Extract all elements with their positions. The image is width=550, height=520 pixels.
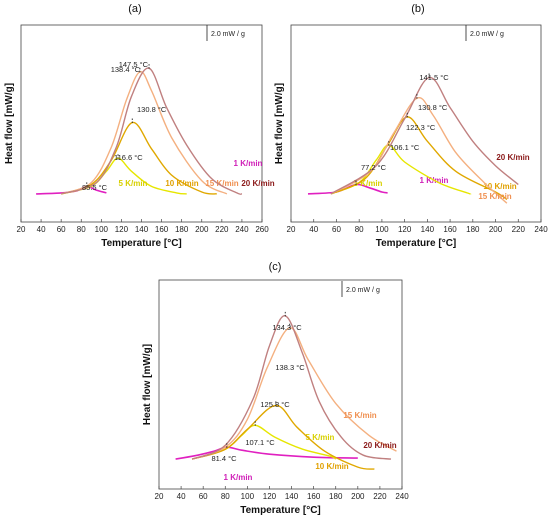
x-tick-label: 40 bbox=[177, 492, 186, 501]
series-rate-label: 10 K/min bbox=[483, 182, 516, 191]
x-tick-label: 160 bbox=[443, 225, 457, 234]
x-tick-label: 100 bbox=[241, 492, 255, 501]
panel-label: (c) bbox=[269, 261, 282, 273]
x-tick-label: 80 bbox=[77, 225, 86, 234]
x-tick-label: 40 bbox=[37, 225, 46, 234]
series-line bbox=[60, 67, 243, 195]
y-axis-label: Heat flow [mW/g] bbox=[142, 344, 153, 425]
series-rate-label: 15 K/min bbox=[343, 411, 376, 420]
series-rate-label: 15 K/min bbox=[478, 192, 511, 201]
peak-temperature-label: 77.2 °C bbox=[361, 163, 387, 172]
series-line bbox=[330, 76, 519, 195]
plot-frame bbox=[290, 24, 542, 223]
series-line bbox=[191, 404, 375, 470]
peak-temperature-label: 81.4 °C bbox=[211, 454, 237, 463]
peak-temperature-label: 106.1 °C bbox=[390, 143, 420, 152]
peak-temperature-label: 134.3 °C bbox=[272, 323, 302, 332]
x-tick-label: 100 bbox=[95, 225, 109, 234]
series-rate-label: 5 K/min bbox=[354, 179, 383, 188]
x-tick-label: 180 bbox=[329, 492, 343, 501]
x-tick-label: 60 bbox=[199, 492, 208, 501]
x-tick-label: 20 bbox=[287, 225, 296, 234]
chart-panel-3: (c) 20 40 60 80 100 120 140 160 180 200 220 240 Tempe… bbox=[142, 261, 409, 516]
x-axis-label: Temperature [°C] bbox=[376, 238, 457, 249]
x-tick-label: 220 bbox=[512, 225, 526, 234]
x-tick-label: 80 bbox=[355, 225, 364, 234]
peak-temperature-label: 138.4 °C bbox=[111, 65, 141, 74]
series-line bbox=[191, 315, 392, 460]
series-rate-label: 20 K/min bbox=[363, 441, 396, 450]
series-line bbox=[60, 71, 228, 195]
x-tick-label: 180 bbox=[175, 225, 189, 234]
x-tick-label: 160 bbox=[307, 492, 321, 501]
panel-label: (a) bbox=[128, 3, 141, 15]
plot-frame bbox=[158, 279, 403, 490]
x-tick-label: 60 bbox=[57, 225, 66, 234]
series-rate-label: 15 K/min bbox=[205, 179, 238, 188]
panel-label: (b) bbox=[411, 3, 424, 15]
series-rate-label: 20 K/min bbox=[241, 179, 274, 188]
peak-temperature-label: 122.3 °C bbox=[406, 123, 436, 132]
x-tick-label: 200 bbox=[351, 492, 365, 501]
x-tick-label: 140 bbox=[135, 225, 149, 234]
x-tick-label: 120 bbox=[398, 225, 412, 234]
x-tick-label: 120 bbox=[115, 225, 129, 234]
series-line bbox=[175, 446, 358, 460]
series-rate-label: 1 K/min bbox=[224, 473, 253, 482]
scale-bar-label: 2.0 mW / g bbox=[470, 31, 504, 38]
x-tick-label: 100 bbox=[375, 225, 389, 234]
x-tick-label: 200 bbox=[489, 225, 503, 234]
peak-temperature-label: 130.8 °C bbox=[418, 103, 448, 112]
peak-temperature-label: 138.3 °C bbox=[275, 363, 305, 372]
series-rate-label: 10 K/min bbox=[315, 462, 348, 471]
chart-panel-2: (b) 20 40 60 80 100 120 140 160 180 200 220 240 Tempe… bbox=[274, 3, 548, 249]
peak-temperature-label: 116.6 °C bbox=[114, 153, 143, 162]
x-tick-label: 240 bbox=[534, 225, 548, 234]
x-tick-label: 120 bbox=[263, 492, 277, 501]
x-tick-label: 240 bbox=[235, 225, 249, 234]
x-tick-label: 260 bbox=[255, 225, 269, 234]
series-line bbox=[60, 121, 217, 195]
y-axis-label: Heat flow [mW/g] bbox=[4, 83, 15, 164]
x-tick-label: 80 bbox=[221, 492, 230, 501]
x-tick-label: 200 bbox=[195, 225, 209, 234]
x-tick-label: 140 bbox=[421, 225, 435, 234]
x-tick-label: 60 bbox=[332, 225, 341, 234]
series-rate-label: 5 K/min bbox=[119, 179, 148, 188]
x-tick-label: 180 bbox=[466, 225, 480, 234]
series-rate-label: 20 K/min bbox=[496, 153, 529, 162]
x-tick-label: 20 bbox=[17, 225, 26, 234]
y-axis-label: Heat flow [mW/g] bbox=[274, 83, 285, 164]
scale-bar-label: 2.0 mW / g bbox=[346, 287, 380, 294]
peak-temperature-label: 85.5 °C bbox=[82, 183, 108, 192]
series-rate-label: 1 K/min bbox=[234, 159, 263, 168]
peak-temperature-label: 130.8 °C bbox=[137, 105, 167, 114]
peak-temperature-label: 147.5 °C bbox=[119, 60, 149, 69]
peak-temperature-label: 107.1 °C bbox=[245, 438, 275, 447]
x-tick-label: 20 bbox=[155, 492, 164, 501]
x-tick-label: 160 bbox=[155, 225, 169, 234]
peak-temperature-label: 125.8 °C bbox=[260, 400, 290, 409]
series-rate-label: 5 K/min bbox=[306, 433, 335, 442]
x-tick-label: 140 bbox=[285, 492, 299, 501]
chart-panel-1: (a) 20 40 60 80 100 120 140 160 180 200 220 240 260 Te… bbox=[4, 3, 275, 249]
x-tick-label: 220 bbox=[215, 225, 229, 234]
scale-bar-label: 2.0 mW / g bbox=[211, 31, 245, 38]
x-tick-label: 220 bbox=[373, 492, 387, 501]
peak-temperature-label: 141.5 °C bbox=[419, 73, 449, 82]
series-line bbox=[191, 327, 397, 460]
x-axis-label: Temperature [°C] bbox=[101, 238, 182, 249]
series-rate-label: 10 K/min bbox=[165, 179, 198, 188]
x-axis-label: Temperature [°C] bbox=[240, 505, 321, 516]
x-tick-label: 240 bbox=[395, 492, 409, 501]
x-tick-label: 40 bbox=[309, 225, 318, 234]
